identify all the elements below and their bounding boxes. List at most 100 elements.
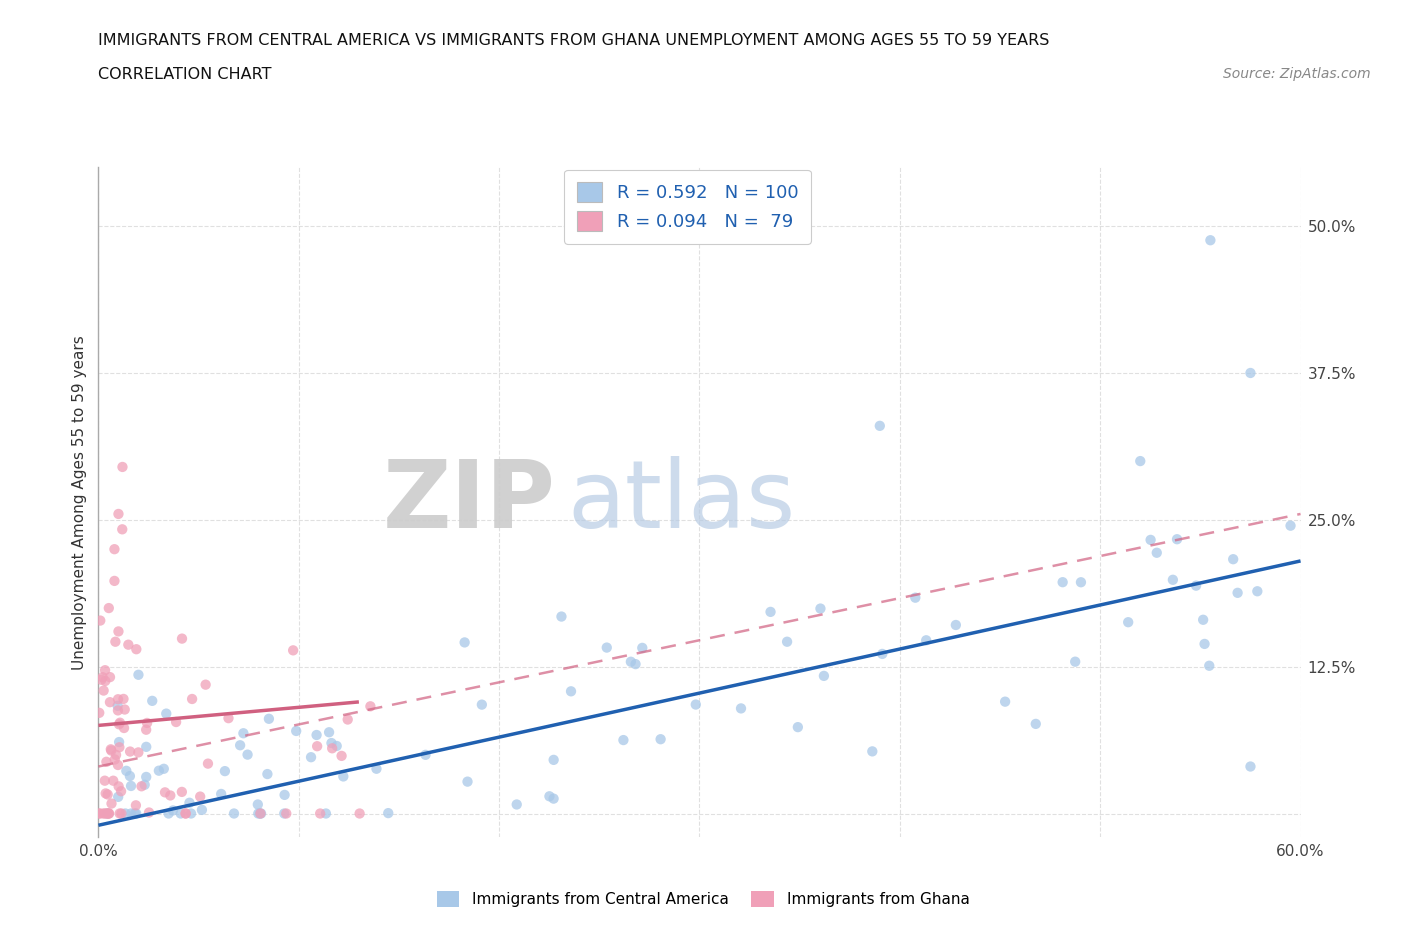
Point [1064, 654, 1087, 669]
Point [107, 790, 129, 804]
Point [107, 507, 129, 522]
Point [134, 777, 156, 792]
Point [105, 748, 128, 763]
Point [222, 806, 245, 821]
Point [325, 738, 347, 753]
Point [191, 803, 214, 817]
Legend: Immigrants from Central America, Immigrants from Ghana: Immigrants from Central America, Immigra… [430, 884, 976, 913]
Point [98, 695, 121, 710]
Point [108, 717, 131, 732]
Point [103, 542, 125, 557]
Point [631, 641, 654, 656]
Point [96, 806, 118, 821]
Point [170, 806, 193, 821]
Point [543, 791, 565, 806]
Point [141, 694, 163, 709]
Point [131, 778, 153, 793]
Point [250, 806, 273, 821]
Point [730, 701, 752, 716]
Point [194, 677, 217, 692]
Point [759, 604, 782, 619]
Point [120, 806, 142, 821]
Point [650, 732, 672, 747]
Point [1161, 572, 1184, 587]
Text: ZIP: ZIP [382, 457, 555, 548]
Point [236, 747, 259, 762]
Point [94, 673, 117, 688]
Point [100, 743, 122, 758]
Point [111, 522, 134, 537]
Text: Source: ZipAtlas.com: Source: ZipAtlas.com [1223, 67, 1371, 81]
Point [125, 798, 148, 813]
Point [108, 806, 131, 821]
Point [366, 762, 388, 777]
Point [94, 786, 117, 801]
Point [1146, 545, 1168, 560]
Point [249, 806, 271, 821]
Point [188, 790, 211, 804]
Point [318, 724, 340, 739]
Point [560, 684, 582, 698]
Point [180, 806, 202, 821]
Point [174, 806, 197, 821]
Point [157, 806, 180, 821]
Point [97, 601, 120, 616]
Point [114, 702, 136, 717]
Point [1246, 584, 1268, 599]
Point [100, 742, 122, 757]
Point [305, 727, 328, 742]
Point [332, 769, 354, 784]
Point [1139, 533, 1161, 548]
Point [538, 789, 561, 804]
Point [89, 705, 111, 720]
Point [108, 715, 131, 730]
Point [97, 806, 120, 821]
Point [813, 669, 835, 684]
Point [136, 715, 159, 730]
Text: IMMIGRANTS FROM CENTRAL AMERICA VS IMMIGRANTS FROM GHANA UNEMPLOYMENT AMONG AGES: IMMIGRANTS FROM CENTRAL AMERICA VS IMMIG… [98, 33, 1050, 47]
Point [1185, 578, 1208, 593]
Point [214, 764, 236, 778]
Point [218, 711, 240, 725]
Point [945, 618, 967, 632]
Point [1166, 532, 1188, 547]
Point [107, 624, 129, 639]
Point [307, 738, 329, 753]
Point [1239, 365, 1261, 380]
Point [776, 634, 799, 649]
Point [94, 773, 117, 788]
Legend: R = 0.592   N = 100, R = 0.094   N =  79: R = 0.592 N = 100, R = 0.094 N = 79 [564, 170, 811, 244]
Point [315, 806, 337, 821]
Point [115, 764, 138, 778]
Point [256, 766, 278, 781]
Point [107, 698, 129, 713]
Point [89, 613, 111, 628]
Point [104, 634, 127, 649]
Point [321, 741, 343, 756]
Point [1116, 615, 1139, 630]
Point [124, 806, 146, 821]
Point [114, 806, 136, 821]
Point [1198, 658, 1220, 673]
Point [97, 787, 120, 802]
Point [165, 714, 187, 729]
Point [153, 762, 176, 777]
Point [90, 672, 112, 687]
Point [1194, 636, 1216, 651]
Point [359, 698, 381, 713]
Point [377, 805, 399, 820]
Point [98, 670, 121, 684]
Point [127, 668, 149, 683]
Point [117, 637, 139, 652]
Point [281, 643, 304, 658]
Point [415, 748, 437, 763]
Point [135, 769, 157, 784]
Point [94, 663, 117, 678]
Point [1192, 612, 1215, 627]
Point [103, 574, 125, 589]
Point [118, 768, 141, 783]
Point [506, 797, 529, 812]
Point [309, 806, 332, 821]
Point [453, 635, 475, 650]
Point [285, 724, 308, 738]
